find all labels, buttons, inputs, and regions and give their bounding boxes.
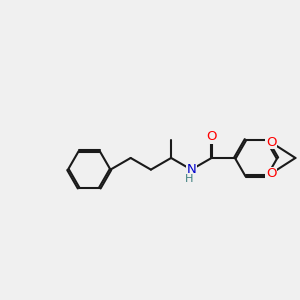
Text: O: O — [266, 136, 276, 149]
Text: N: N — [187, 163, 196, 176]
Text: O: O — [266, 167, 276, 180]
Text: H: H — [185, 174, 194, 184]
Text: O: O — [206, 130, 217, 143]
